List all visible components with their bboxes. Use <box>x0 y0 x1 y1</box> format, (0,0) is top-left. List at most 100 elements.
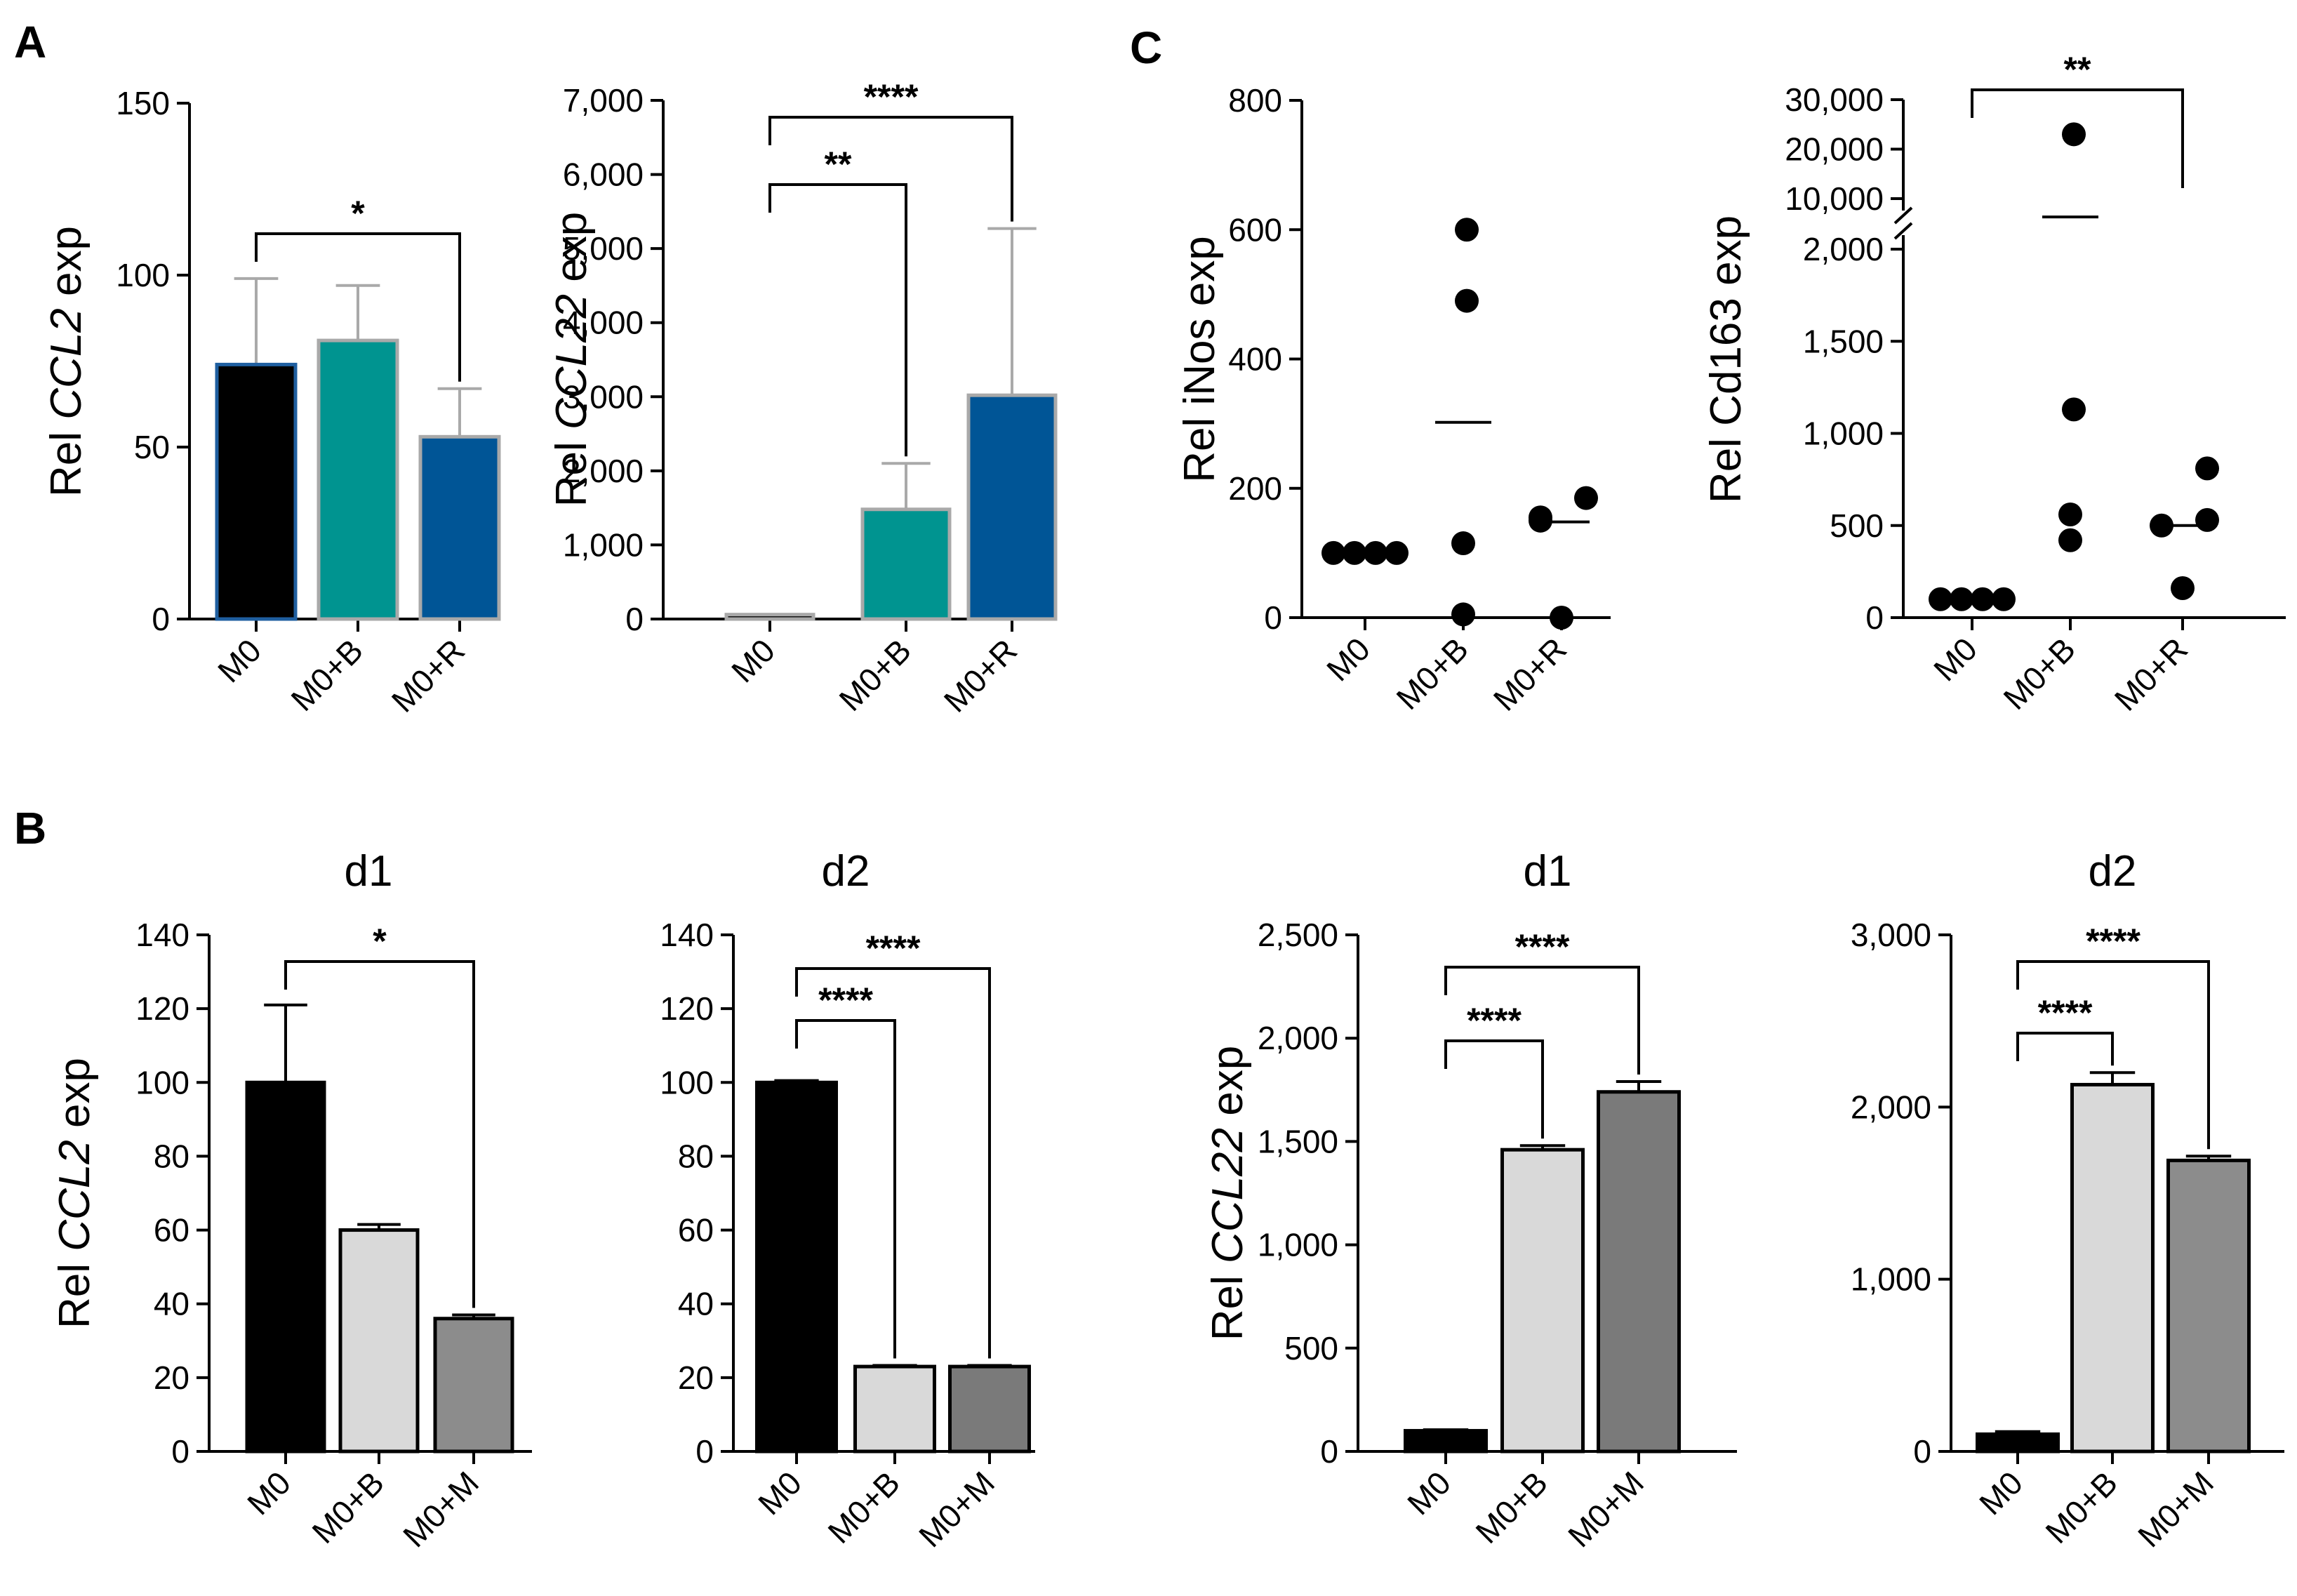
significance-bracket <box>255 232 461 382</box>
x-tick-label: M0 <box>1400 1464 1458 1522</box>
chart-b1: 0 20 40 60 80 100 120 140 M0 M0+B M0+M Rel CCL2 exp… <box>51 847 532 1554</box>
significance-bracket <box>1444 1039 1544 1139</box>
significance-bracket <box>2016 1032 2114 1066</box>
chart-title: d1 <box>1524 847 1572 896</box>
y-tick-label: 80 <box>678 1138 714 1174</box>
x-tick-label: M0+B <box>305 1464 391 1550</box>
y-tick-label: 1,500 <box>1803 323 1884 359</box>
y-tick-label: 60 <box>678 1212 714 1249</box>
y-tick-label: 500 <box>1830 507 1884 544</box>
y-tick-label: 0 <box>1865 599 1884 636</box>
y-tick-label: 30,000 <box>1785 81 1884 118</box>
x-tick-label: M0+M <box>1561 1464 1651 1554</box>
data-point <box>1992 587 2016 611</box>
bar <box>948 1364 1031 1454</box>
x-tick-label: M0+M <box>912 1464 1001 1554</box>
y-tick-label: 140 <box>660 917 714 953</box>
y-tick-label: 4,000 <box>563 305 644 341</box>
chart-c1: 0 200 400 600 800 M0 M0+B M0+R Rel iNos exp <box>1176 82 1611 718</box>
y-axis-label: Rel CCL22 exp <box>547 212 596 507</box>
y-tick-label: 50 <box>134 429 170 465</box>
y-label-gene: CCL22 <box>547 294 596 430</box>
y-label-gene: CCL2 <box>42 308 91 420</box>
y-tick-label: 80 <box>154 1138 189 1174</box>
y-tick-label: 2,500 <box>1258 917 1338 953</box>
y-axis-label: Rel CCL2 exp <box>51 1058 99 1329</box>
x-tick-label: M0+B <box>820 1464 907 1550</box>
data-point <box>1550 606 1573 630</box>
significance-label: **** <box>866 929 921 968</box>
significance-label: **** <box>818 980 873 1020</box>
y-tick-label: 40 <box>678 1286 714 1322</box>
y-tick-label: 7,000 <box>563 82 644 119</box>
panel-label-c: C <box>1130 22 1162 73</box>
y-tick-label: 1,000 <box>1258 1227 1338 1263</box>
x-tick-label: M0 <box>240 1464 298 1522</box>
bar <box>724 613 815 621</box>
y-label-prefix: Rel Cd163 exp <box>1702 215 1750 503</box>
significance-label: **** <box>864 77 919 117</box>
data-point <box>1385 540 1409 565</box>
y-tick-label: 20 <box>154 1359 189 1396</box>
y-tick-label: 500 <box>1284 1330 1338 1366</box>
y-tick-label: 2,000 <box>1258 1020 1338 1056</box>
significance-label: * <box>373 922 387 961</box>
chart-b3: 0 500 1,000 1,500 2,000 2,500 M0 M0+B M0+M Rel CC… <box>1204 847 1737 1554</box>
y-tick-label: 150 <box>116 85 170 121</box>
x-tick-label: M0+B <box>284 632 370 718</box>
x-tick-label: M0 <box>1972 1464 2030 1522</box>
bar <box>215 362 298 621</box>
y-axis-label: Rel CCL2 exp <box>42 226 91 497</box>
y-tick-label: 20,000 <box>1785 131 1884 168</box>
x-tick-label: M0+B <box>1389 630 1475 717</box>
significance-label: **** <box>1467 1001 1522 1040</box>
significance-label: **** <box>1515 927 1570 966</box>
y-label-prefix: Rel iNos exp <box>1176 236 1224 482</box>
y-label-gene: CCL22 <box>1204 1128 1252 1263</box>
y-tick-label: 2,000 <box>1803 231 1884 267</box>
y-tick-label: 1,000 <box>1803 415 1884 452</box>
y-tick-label: 3,000 <box>1851 917 1931 953</box>
y-tick-label: 0 <box>625 601 644 637</box>
y-tick-label: 120 <box>660 990 714 1027</box>
significance-bracket <box>768 183 907 457</box>
y-label-gene: CCL2 <box>51 1140 99 1251</box>
y-label-prefix: Rel <box>51 1251 99 1329</box>
significance-bracket <box>768 116 1013 222</box>
y-tick-label: 6,000 <box>563 157 644 193</box>
x-tick-label: M0 <box>1319 630 1377 688</box>
panel-label-a: A <box>14 17 46 67</box>
significance-label: * <box>351 194 365 233</box>
data-point <box>2058 528 2082 552</box>
x-tick-label: M0 <box>724 632 782 689</box>
y-tick-label: 0 <box>1913 1433 1931 1470</box>
axis-break-mark <box>1893 206 1913 240</box>
significance-label: **** <box>2086 922 2140 961</box>
panel-label-b: B <box>14 803 46 853</box>
y-tick-label: 3,000 <box>563 378 644 415</box>
y-axis-label: Rel iNos exp <box>1176 236 1224 482</box>
chart-a2: 0 1,000 2,000 3,000 4,000 5,000 6,000 7,000 M0 M0… <box>547 77 1058 719</box>
y-label-suffix: exp <box>547 212 596 294</box>
x-tick-label: M0+R <box>2108 630 2195 717</box>
y-label-prefix: Rel <box>42 420 91 497</box>
x-tick-label: M0+B <box>1468 1464 1554 1550</box>
y-label-prefix: Rel <box>547 430 596 507</box>
bar <box>2070 1082 2155 1454</box>
bar <box>433 1317 514 1454</box>
bar <box>755 1080 838 1454</box>
bar <box>966 393 1058 621</box>
x-tick-label: M0+R <box>937 632 1024 719</box>
bar <box>1976 1432 2060 1454</box>
y-tick-label: 0 <box>1320 1433 1338 1470</box>
y-tick-label: 100 <box>660 1064 714 1100</box>
x-tick-label: M0+B <box>1996 630 2082 717</box>
y-tick-label: 0 <box>152 601 170 637</box>
significance-label: ** <box>2064 50 2091 89</box>
y-label-suffix: exp <box>1204 1046 1252 1128</box>
bar <box>2166 1158 2251 1454</box>
bar <box>1597 1090 1681 1454</box>
bar <box>317 338 399 621</box>
y-label-suffix: exp <box>51 1058 99 1140</box>
